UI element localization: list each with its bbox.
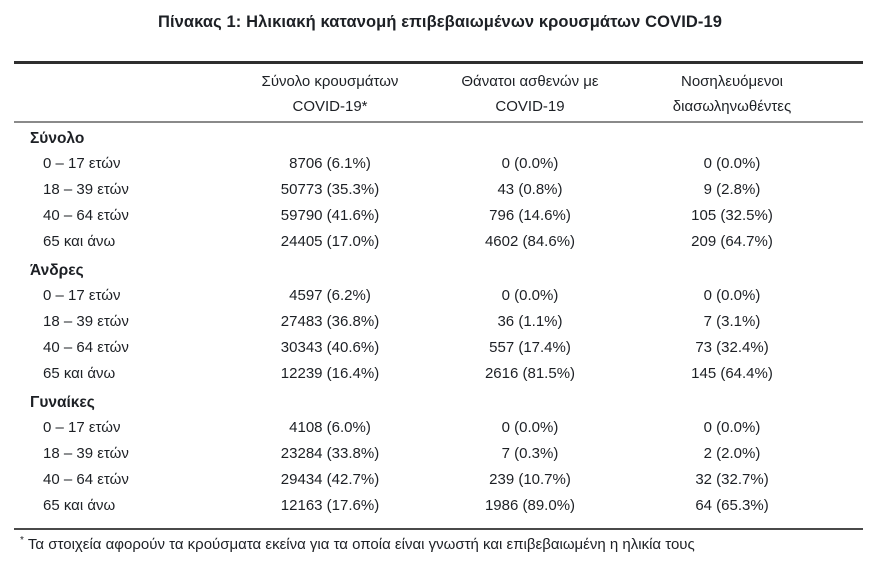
column-header-cases-line2: COVID-19* bbox=[292, 98, 368, 115]
table-row: 65 και άνω 12239 (16.4%) 2616 (81.5%) 14… bbox=[14, 361, 863, 387]
intubated-value: 0 (0.0%) bbox=[703, 155, 761, 172]
age-label: 40 – 64 ετών bbox=[43, 339, 129, 356]
data-table: Σύνολο κρουσμάτων COVID-19* Θάνατοι ασθε… bbox=[14, 61, 863, 530]
cases-value: 23284 (33.8%) bbox=[280, 445, 380, 462]
table-header-row: Σύνολο κρουσμάτων COVID-19* Θάνατοι ασθε… bbox=[14, 64, 863, 121]
deaths-value: 0 (0.0%) bbox=[501, 155, 559, 172]
intubated-value: 145 (64.4%) bbox=[691, 365, 773, 382]
deaths-value: 0 (0.0%) bbox=[501, 419, 559, 436]
cases-value: 4597 (6.2%) bbox=[289, 287, 371, 304]
column-header-deaths-line1: Θάνατοι ασθενών με bbox=[461, 73, 599, 90]
age-label: 0 – 17 ετών bbox=[43, 287, 121, 304]
intubated-value: 209 (64.7%) bbox=[691, 233, 773, 250]
intubated-value: 73 (32.4%) bbox=[695, 339, 769, 356]
column-header-deaths: Θάνατοι ασθενών με COVID-19 bbox=[430, 69, 630, 119]
table-row: 18 – 39 ετών 50773 (35.3%) 43 (0.8%) 9 (… bbox=[14, 177, 863, 203]
column-header-intubated: Νοσηλευόμενοι διασωληνωθέντες bbox=[630, 69, 834, 119]
intubated-value: 9 (2.8%) bbox=[703, 181, 761, 198]
header-divider-rule bbox=[14, 121, 863, 123]
cases-value: 29434 (42.7%) bbox=[280, 471, 380, 488]
column-header-cases-line1: Σύνολο κρουσμάτων bbox=[261, 73, 399, 90]
column-header-cases: Σύνολο κρουσμάτων COVID-19* bbox=[230, 69, 430, 119]
table-top-rule bbox=[14, 61, 863, 64]
deaths-value: 0 (0.0%) bbox=[501, 287, 559, 304]
section-label-women: Γυναίκες bbox=[30, 394, 95, 411]
age-label: 0 – 17 ετών bbox=[43, 155, 121, 172]
column-header-intubated-line2: διασωληνωθέντες bbox=[672, 98, 792, 115]
table-row: 0 – 17 ετών 4108 (6.0%) 0 (0.0%) 0 (0.0%… bbox=[14, 415, 863, 441]
column-header-empty bbox=[14, 69, 230, 119]
age-label: 40 – 64 ετών bbox=[43, 207, 129, 224]
table-title: Πίνακας 1: Ηλικιακή κατανομή επιβεβαιωμέ… bbox=[157, 13, 723, 31]
deaths-value: 43 (0.8%) bbox=[497, 181, 563, 198]
table-row: 65 και άνω 24405 (17.0%) 4602 (84.6%) 20… bbox=[14, 229, 863, 255]
deaths-value: 36 (1.1%) bbox=[497, 313, 563, 330]
table-row: 0 – 17 ετών 4597 (6.2%) 0 (0.0%) 0 (0.0%… bbox=[14, 283, 863, 309]
cases-value: 8706 (6.1%) bbox=[289, 155, 371, 172]
cases-value: 24405 (17.0%) bbox=[280, 233, 380, 250]
column-header-deaths-line2: COVID-19 bbox=[495, 98, 565, 115]
intubated-value: 0 (0.0%) bbox=[703, 419, 761, 436]
table-row: 65 και άνω 12163 (17.6%) 1986 (89.0%) 64… bbox=[14, 493, 863, 519]
age-label: 18 – 39 ετών bbox=[43, 445, 129, 462]
age-label: 40 – 64 ετών bbox=[43, 471, 129, 488]
age-label: 65 και άνω bbox=[43, 233, 116, 250]
intubated-value: 2 (2.0%) bbox=[703, 445, 761, 462]
table-row: 18 – 39 ετών 23284 (33.8%) 7 (0.3%) 2 (2… bbox=[14, 441, 863, 467]
table-row: 40 – 64 ετών 59790 (41.6%) 796 (14.6%) 1… bbox=[14, 203, 863, 229]
section-label-total: Σύνολο bbox=[30, 130, 85, 147]
table-body: Σύνολο 0 – 17 ετών 8706 (6.1%) 0 (0.0%) … bbox=[14, 123, 863, 528]
table-row: 18 – 39 ετών 27483 (36.8%) 36 (1.1%) 7 (… bbox=[14, 309, 863, 335]
footnote-asterisk: * bbox=[20, 535, 24, 546]
deaths-value: 557 (17.4%) bbox=[489, 339, 571, 356]
age-label: 18 – 39 ετών bbox=[43, 313, 129, 330]
cases-value: 27483 (36.8%) bbox=[280, 313, 380, 330]
footnote: * Τα στοιχεία αφορούν τα κρούσματα εκείνα… bbox=[20, 535, 880, 555]
deaths-value: 796 (14.6%) bbox=[489, 207, 571, 224]
table-row: 40 – 64 ετών 29434 (42.7%) 239 (10.7%) 3… bbox=[14, 467, 863, 493]
age-label: 65 και άνω bbox=[43, 497, 116, 514]
intubated-value: 32 (32.7%) bbox=[695, 471, 769, 488]
table-row: 0 – 17 ετών 8706 (6.1%) 0 (0.0%) 0 (0.0%… bbox=[14, 151, 863, 177]
age-label: 65 και άνω bbox=[43, 365, 116, 382]
cases-value: 12163 (17.6%) bbox=[280, 497, 380, 514]
deaths-value: 7 (0.3%) bbox=[501, 445, 559, 462]
table-bottom-rule bbox=[14, 528, 863, 530]
deaths-value: 239 (10.7%) bbox=[489, 471, 571, 488]
intubated-value: 0 (0.0%) bbox=[703, 287, 761, 304]
cases-value: 50773 (35.3%) bbox=[280, 181, 380, 198]
cases-value: 30343 (40.6%) bbox=[280, 339, 380, 356]
intubated-value: 7 (3.1%) bbox=[703, 313, 761, 330]
footnote-text: Τα στοιχεία αφορούν τα κρούσματα εκείνα … bbox=[27, 536, 695, 553]
deaths-value: 4602 (84.6%) bbox=[484, 233, 576, 250]
age-label: 0 – 17 ετών bbox=[43, 419, 121, 436]
section-label-men: Άνδρες bbox=[30, 262, 84, 279]
intubated-value: 64 (65.3%) bbox=[695, 497, 769, 514]
table-row: 40 – 64 ετών 30343 (40.6%) 557 (17.4%) 7… bbox=[14, 335, 863, 361]
deaths-value: 2616 (81.5%) bbox=[484, 365, 576, 382]
deaths-value: 1986 (89.0%) bbox=[484, 497, 576, 514]
column-header-intubated-line1: Νοσηλευόμενοι bbox=[680, 73, 783, 90]
age-label: 18 – 39 ετών bbox=[43, 181, 129, 198]
cases-value: 12239 (16.4%) bbox=[280, 365, 380, 382]
cases-value: 4108 (6.0%) bbox=[289, 419, 371, 436]
intubated-value: 105 (32.5%) bbox=[691, 207, 773, 224]
cases-value: 59790 (41.6%) bbox=[280, 207, 380, 224]
